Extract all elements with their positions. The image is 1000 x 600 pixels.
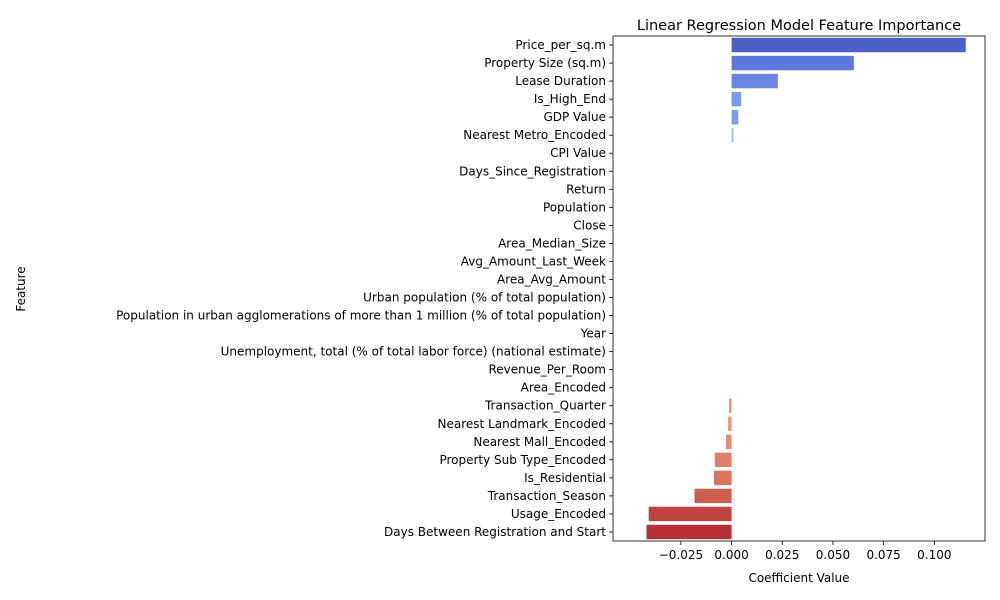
y-tick-label: Avg_Amount_Last_Week bbox=[461, 254, 606, 268]
bar bbox=[714, 452, 732, 468]
y-tick-label: Urban population (% of total population) bbox=[363, 291, 606, 305]
y-tick-label: Nearest Mall_Encoded bbox=[473, 435, 606, 449]
y-tick-label: Return bbox=[566, 182, 606, 196]
y-tick-label: Transaction_Quarter bbox=[484, 399, 606, 413]
y-tick-label: Property Sub Type_Encoded bbox=[439, 453, 606, 467]
bar bbox=[731, 91, 742, 107]
bar bbox=[731, 109, 739, 125]
chart-title: Linear Regression Model Feature Importan… bbox=[637, 18, 961, 34]
y-tick-label: Price_per_sq.m bbox=[515, 38, 606, 52]
x-tick-label: 0.000 bbox=[714, 548, 748, 562]
y-tick-labels: Price_per_sq.m Property Size (sq.m) Lease … bbox=[116, 38, 613, 539]
bar bbox=[728, 416, 732, 431]
y-tick-label: Is_High_End bbox=[534, 92, 606, 106]
bar bbox=[646, 524, 732, 540]
y-tick-label: CPI Value bbox=[550, 146, 606, 160]
y-tick-label: Nearest Metro_Encoded bbox=[463, 128, 606, 142]
x-tick-label: 0.025 bbox=[765, 548, 799, 562]
bar bbox=[694, 488, 732, 504]
y-tick-label: Days Between Registration and Start bbox=[384, 525, 606, 539]
bar bbox=[731, 37, 966, 53]
y-tick-label: Nearest Landmark_Encoded bbox=[438, 417, 606, 431]
y-tick-label: Unemployment, total (% of total labor fo… bbox=[221, 345, 606, 359]
y-tick-label: Lease Duration bbox=[515, 74, 606, 88]
y-tick-label: Area_Avg_Amount bbox=[497, 272, 606, 286]
bar-group bbox=[646, 37, 966, 540]
bar bbox=[731, 127, 734, 143]
y-tick-label: Usage_Encoded bbox=[511, 507, 606, 521]
y-tick-label: Is_Residential bbox=[524, 471, 606, 485]
y-tick-label: Revenue_Per_Room bbox=[488, 363, 606, 377]
x-tick-label: 0.075 bbox=[866, 548, 900, 562]
bar bbox=[731, 73, 778, 89]
x-ticks: −0.025 0.000 0.025 0.050 0.075 0.100 bbox=[659, 541, 951, 562]
y-tick-label: Close bbox=[573, 218, 606, 232]
bar bbox=[728, 398, 732, 413]
y-axis-title: Feature bbox=[14, 266, 28, 311]
y-tick-label: Area_Encoded bbox=[521, 381, 606, 395]
bar bbox=[648, 506, 732, 522]
x-tick-label: 0.100 bbox=[917, 548, 951, 562]
bar bbox=[731, 55, 854, 71]
y-tick-label: Population bbox=[543, 200, 606, 214]
y-tick-label: Area_Median_Size bbox=[498, 236, 606, 250]
x-tick-label: −0.025 bbox=[659, 548, 703, 562]
y-tick-label: Transaction_Season bbox=[487, 489, 606, 503]
y-tick-label: Year bbox=[580, 327, 606, 341]
y-tick-label: Population in urban agglomerations of mo… bbox=[116, 309, 606, 323]
x-tick-label: 0.050 bbox=[816, 548, 850, 562]
bar bbox=[725, 434, 732, 450]
plot-frame bbox=[612, 35, 986, 542]
x-axis-title: Coefficient Value bbox=[748, 571, 849, 585]
bar bbox=[713, 470, 732, 486]
y-tick-label: Days_Since_Registration bbox=[459, 164, 606, 178]
y-tick-label: Property Size (sq.m) bbox=[484, 56, 606, 70]
y-tick-label: GDP Value bbox=[543, 110, 606, 124]
